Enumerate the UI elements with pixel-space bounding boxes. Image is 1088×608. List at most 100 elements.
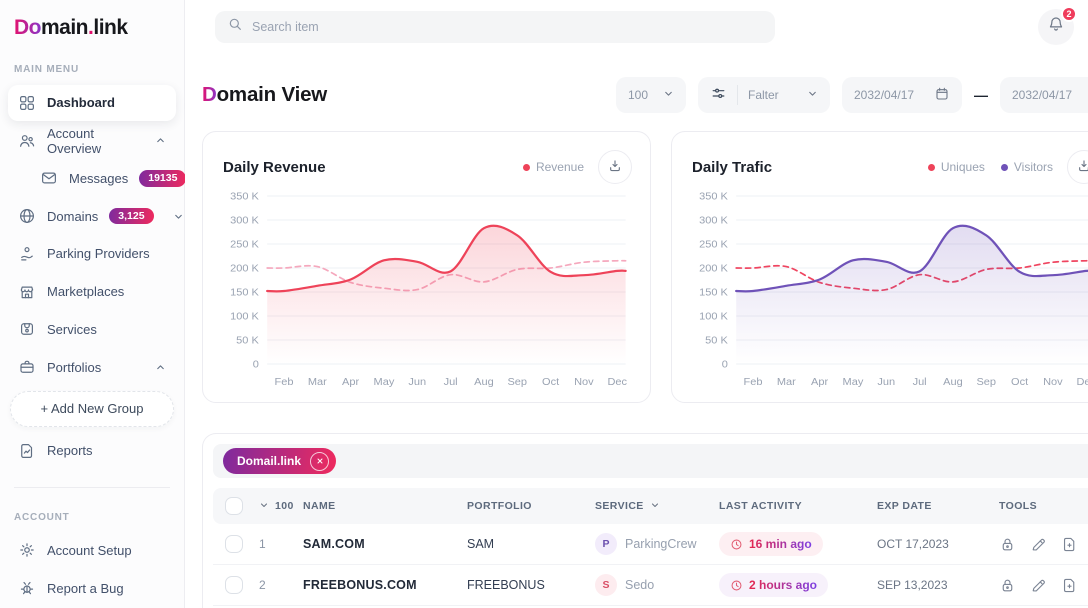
svg-text:Dec: Dec: [607, 376, 627, 388]
sidebar-item-label: Account Overview: [47, 125, 102, 156]
sidebar-item-marketplaces[interactable]: Marketplaces: [8, 274, 176, 310]
svg-text:Nov: Nov: [1043, 376, 1063, 388]
main-menu-label: MAIN MENU: [14, 64, 79, 75]
svg-text:Dec: Dec: [1076, 376, 1088, 388]
svg-text:Oct: Oct: [1011, 376, 1028, 388]
svg-text:May: May: [843, 376, 864, 388]
sidebar-item-parking-providers[interactable]: Parking Providers: [8, 236, 176, 272]
svg-text:250 K: 250 K: [230, 239, 260, 251]
edit-icon[interactable]: [1030, 536, 1047, 553]
table-header: 100 NAME PORTFOLIO SERVICE LAST ACTIVITY…: [213, 488, 1088, 524]
service-avatar: S: [595, 574, 617, 596]
legend-item-visitors[interactable]: Visitors: [1000, 160, 1053, 174]
daily-traffic-chart: 350 K 300 K 250 K 200 K 150 K 100 K 50 K 0 Feb Ma…: [699, 191, 1088, 388]
sidebar-item-label: Reports: [47, 443, 93, 459]
svg-text:350 K: 350 K: [230, 191, 260, 203]
row-number: 1: [259, 537, 266, 551]
svg-text:Aug: Aug: [943, 376, 963, 388]
sidebar-item-services[interactable]: Services: [8, 312, 176, 348]
chart-legend: Revenue: [522, 160, 584, 174]
download-icon: [1076, 158, 1088, 177]
globe-icon: [18, 207, 36, 225]
legend-item-revenue[interactable]: Revenue: [522, 160, 584, 174]
filter-dropdown[interactable]: Falter: [698, 77, 830, 113]
sidebar-item-reports[interactable]: Reports: [8, 433, 176, 469]
chart-title: Daily Trafic: [692, 158, 773, 176]
date-to-picker[interactable]: 2032/04/17: [1000, 77, 1088, 113]
service-cell: P ParkingCrew: [595, 533, 719, 555]
column-portfolio[interactable]: PORTFOLIO: [467, 500, 532, 512]
search-bar[interactable]: [215, 10, 775, 43]
download-icon: [607, 158, 623, 177]
file-plus-icon[interactable]: [1061, 536, 1078, 553]
exp-date: OCT 17,2023: [877, 537, 949, 551]
service-name: Sedo: [625, 578, 655, 592]
exp-date: SEP 13,2023: [877, 578, 948, 592]
svg-text:50 K: 50 K: [236, 335, 259, 347]
table-row[interactable]: 1 SAM.COM SAM P ParkingCrew 16 min ago O…: [213, 524, 1088, 565]
brand-logo: Domain.link: [14, 16, 128, 39]
notifications-button[interactable]: 2: [1038, 5, 1077, 45]
svg-text:150 K: 150 K: [699, 287, 729, 299]
sidebar-item-label: Parking Providers: [47, 246, 150, 262]
column-exp-date[interactable]: EXP DATE: [877, 500, 932, 512]
legend-dot: [522, 163, 530, 171]
search-input[interactable]: [252, 19, 763, 34]
sidebar-item-report-a-bug[interactable]: Report a Bug: [8, 570, 176, 606]
bug-icon: [18, 579, 36, 597]
row-checkbox[interactable]: [225, 576, 243, 594]
column-service[interactable]: SERVICE: [595, 500, 719, 513]
bell-icon: [1047, 15, 1065, 38]
download-chart-button[interactable]: [1067, 150, 1088, 184]
svg-text:100 K: 100 K: [230, 311, 260, 323]
sidebar-divider: [14, 486, 170, 488]
portfolio-name: FREEBONUS: [467, 578, 545, 592]
row-tools: [999, 577, 1088, 594]
edit-icon[interactable]: [1030, 577, 1047, 594]
column-name[interactable]: NAME: [303, 500, 336, 512]
clock-icon: [730, 538, 743, 551]
services-icon: [18, 320, 36, 338]
domain-name[interactable]: FREEBONUS.COM: [303, 578, 417, 592]
file-plus-icon[interactable]: [1061, 577, 1078, 594]
column-last-activity[interactable]: LAST ACTIVITY: [719, 500, 802, 512]
legend-item-uniques[interactable]: Uniques: [927, 160, 985, 174]
page-title: Domain View: [202, 83, 328, 106]
chevron-down-icon: [663, 88, 674, 102]
lock-icon[interactable]: [999, 577, 1016, 594]
filter-tag[interactable]: Domail.link: [223, 448, 337, 474]
svg-text:Apr: Apr: [342, 376, 360, 388]
domain-name[interactable]: SAM.COM: [303, 537, 365, 551]
charts-row: Daily Revenue Revenue 350 K 300 K 250 K 200…: [202, 131, 1088, 403]
svg-text:Mar: Mar: [308, 376, 327, 388]
row-tools: [999, 536, 1088, 553]
chevron-up-icon[interactable]: [155, 362, 166, 373]
download-chart-button[interactable]: [598, 150, 632, 184]
sidebar-item-account-setup[interactable]: Account Setup: [8, 533, 176, 569]
sidebar-item-messages[interactable]: Messages 19135: [8, 161, 187, 197]
service-name: ParkingCrew: [625, 537, 697, 551]
row-number: 2: [259, 578, 266, 592]
row-checkbox[interactable]: [225, 535, 243, 553]
chevron-down-icon[interactable]: [259, 500, 269, 513]
clock-icon: [730, 579, 743, 592]
sidebar: Domain.link MAIN MENU Dashboard Account …: [0, 0, 187, 608]
select-all-checkbox[interactable]: [225, 497, 243, 515]
page-size-select[interactable]: 100: [616, 77, 686, 113]
sidebar-item-domains[interactable]: Domains 3,125: [8, 198, 182, 234]
sidebar-item-dashboard[interactable]: Dashboard: [8, 85, 176, 121]
svg-text:Feb: Feb: [274, 376, 293, 388]
remove-tag-button[interactable]: [310, 451, 330, 471]
sidebar-item-account-overview[interactable]: Account Overview: [8, 123, 176, 159]
sidebar-item-portfolios[interactable]: Portfolios: [8, 349, 176, 385]
date-from-picker[interactable]: 2032/04/17: [842, 77, 962, 113]
filter-controls: 100 Falter 2032/04/17 —: [616, 77, 1088, 113]
table-row[interactable]: 2 FREEBONUS.COM FREEBONUS S Sedo 2 hours…: [213, 565, 1088, 606]
chevron-down-icon[interactable]: [173, 211, 184, 222]
domains-table-card: Domail.link 100 NAME PORTFOLIO SERVICE: [202, 433, 1088, 608]
svg-text:0: 0: [722, 359, 728, 371]
notification-count-badge: 2: [1061, 5, 1077, 22]
lock-icon[interactable]: [999, 536, 1016, 553]
add-new-group-button[interactable]: + Add New Group: [10, 391, 174, 427]
chevron-up-icon[interactable]: [155, 135, 166, 146]
